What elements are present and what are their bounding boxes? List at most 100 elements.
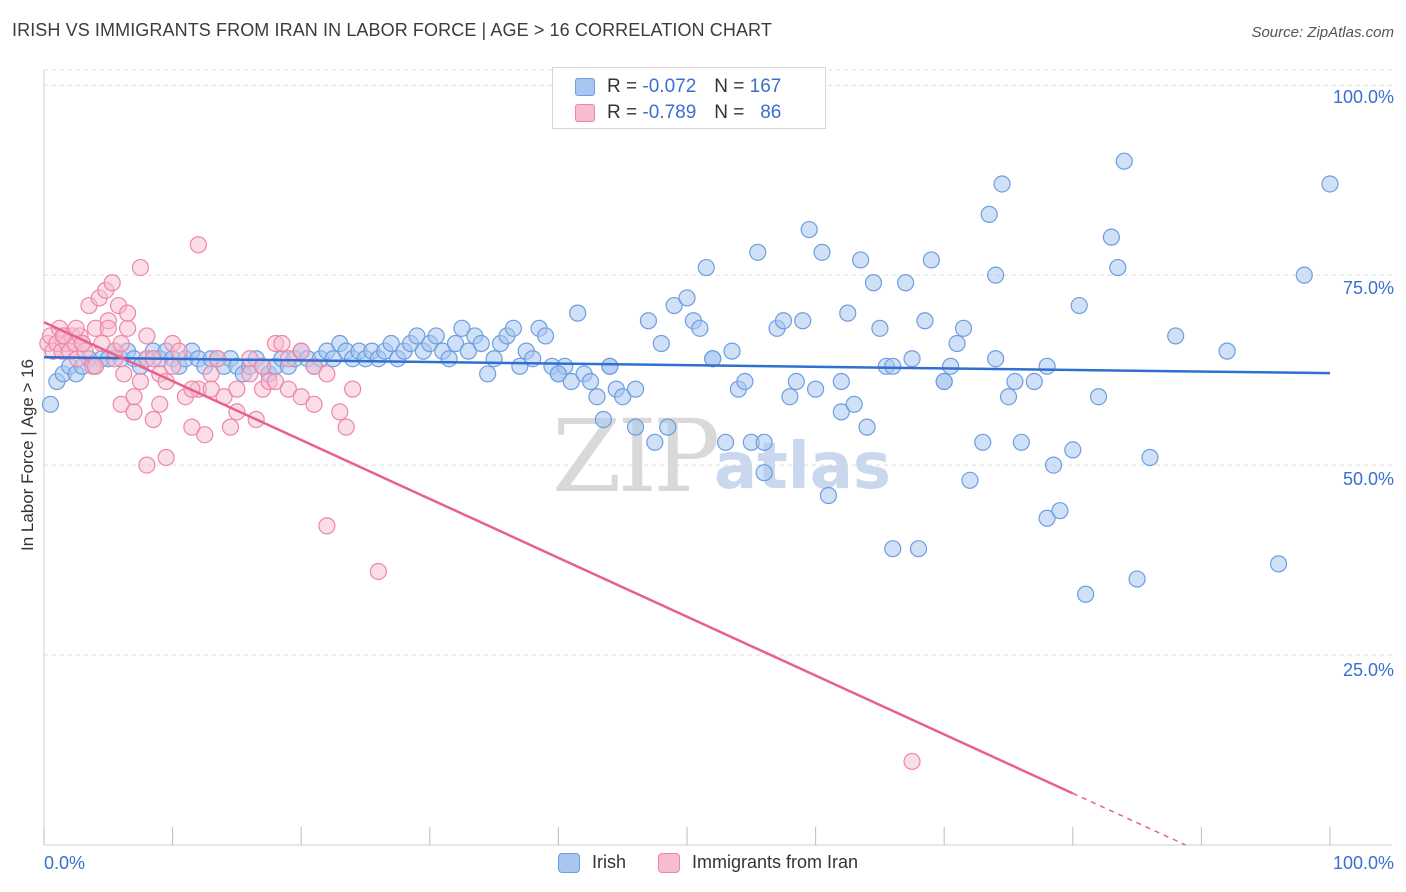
irish-point xyxy=(1012,433,1030,451)
trend-lines xyxy=(43,321,1331,846)
iran-point xyxy=(221,418,240,436)
irish-point xyxy=(922,251,940,269)
irish-point xyxy=(1006,372,1024,391)
irish-point xyxy=(1321,175,1339,193)
legend-r-value-iran: -0.789 xyxy=(642,102,697,123)
iran-point xyxy=(331,403,349,421)
irish-point xyxy=(1141,448,1159,467)
iran-point xyxy=(337,418,355,436)
legend-row-iran: R = -0.789 N = 86 xyxy=(575,101,781,125)
irish-trend-line xyxy=(43,355,1331,375)
irish-point xyxy=(787,372,805,391)
irish-point xyxy=(440,350,458,368)
irish-point xyxy=(1167,327,1185,345)
irish-point xyxy=(659,418,677,436)
irish-point xyxy=(884,540,902,558)
iran-point xyxy=(344,380,362,398)
iran-point xyxy=(125,388,143,406)
irish-point xyxy=(626,418,645,436)
iran-point xyxy=(164,357,182,375)
irish-point xyxy=(382,334,400,353)
irish-point xyxy=(678,289,696,307)
irish-point xyxy=(581,372,600,391)
irish-point xyxy=(819,486,838,505)
irish-point xyxy=(536,327,555,345)
irish-point xyxy=(954,319,973,337)
iran-point xyxy=(369,562,387,581)
irish-points xyxy=(41,152,1339,603)
legend-r-value-irish: -0.072 xyxy=(642,76,697,97)
iran-point xyxy=(144,410,162,429)
irish-point xyxy=(852,251,870,269)
iran-point xyxy=(99,319,117,337)
iran-point xyxy=(103,274,121,292)
axes xyxy=(43,70,1392,846)
irish-point xyxy=(909,540,928,558)
y-tick-label-75: 75.0% xyxy=(1342,278,1394,298)
iran-point xyxy=(228,380,246,398)
irish-point xyxy=(1051,502,1069,520)
irish-point xyxy=(1064,441,1082,459)
irish-point xyxy=(999,388,1018,406)
iran-point xyxy=(118,304,137,322)
y-tick-label-50: 50.0% xyxy=(1342,469,1394,489)
series-legend: Irish Immigrants from Iran xyxy=(0,852,1406,878)
irish-point xyxy=(1025,372,1043,391)
legend-r-label: R = xyxy=(607,102,638,123)
iran-point xyxy=(118,319,137,337)
irish-point xyxy=(1295,266,1313,284)
iran-point xyxy=(151,395,169,413)
irish-point xyxy=(980,205,998,223)
y-tick-label-25: 25.0% xyxy=(1342,660,1394,680)
iran-point xyxy=(157,448,175,467)
irish-point xyxy=(697,258,715,277)
irish-point xyxy=(646,433,664,451)
irish-point xyxy=(1038,509,1056,527)
iran-point xyxy=(305,357,323,375)
iran-point xyxy=(196,426,214,444)
irish-point xyxy=(839,304,857,322)
iran-point xyxy=(138,327,156,345)
irish-point xyxy=(858,418,876,436)
iran-legend-swatch xyxy=(658,852,680,873)
irish-point xyxy=(41,395,60,413)
iran-point xyxy=(318,517,336,535)
irish-point xyxy=(987,350,1005,368)
iran-point xyxy=(254,357,272,375)
irish-point xyxy=(504,319,522,337)
irish-point xyxy=(569,304,587,322)
irish-point xyxy=(800,220,818,239)
iran-point xyxy=(131,258,150,277)
irish-point xyxy=(961,471,979,489)
irish-point xyxy=(652,334,670,353)
irish-point xyxy=(479,365,497,383)
legend-row-irish: R = -0.072 N = 167 xyxy=(575,75,781,99)
irish-point xyxy=(723,342,741,360)
iran-point xyxy=(266,372,285,391)
iran-trend-line xyxy=(43,321,1074,795)
irish-point xyxy=(884,357,902,375)
irish-point xyxy=(1218,342,1236,360)
iran-point xyxy=(86,357,105,375)
iran-point xyxy=(903,752,921,771)
irish-point xyxy=(691,319,709,337)
irish-point xyxy=(562,372,580,391)
irish-point xyxy=(549,365,568,383)
irish-point xyxy=(639,312,658,330)
irish-point xyxy=(1269,555,1288,573)
x-tick-label-max: 100.0% xyxy=(1332,853,1394,873)
irish-point xyxy=(626,380,645,398)
legend-r-label: R = xyxy=(607,76,638,97)
legend-n-value-iran: 86 xyxy=(760,102,782,123)
iran-point xyxy=(125,403,143,421)
irish-point xyxy=(864,274,883,292)
iran-point xyxy=(318,365,336,383)
irish-point xyxy=(749,243,767,261)
iran-point xyxy=(292,342,310,360)
irish-point xyxy=(903,350,921,368)
iran-point xyxy=(279,380,297,398)
irish-point xyxy=(1109,258,1127,277)
irish-point xyxy=(1128,570,1146,588)
irish-point xyxy=(832,403,850,421)
